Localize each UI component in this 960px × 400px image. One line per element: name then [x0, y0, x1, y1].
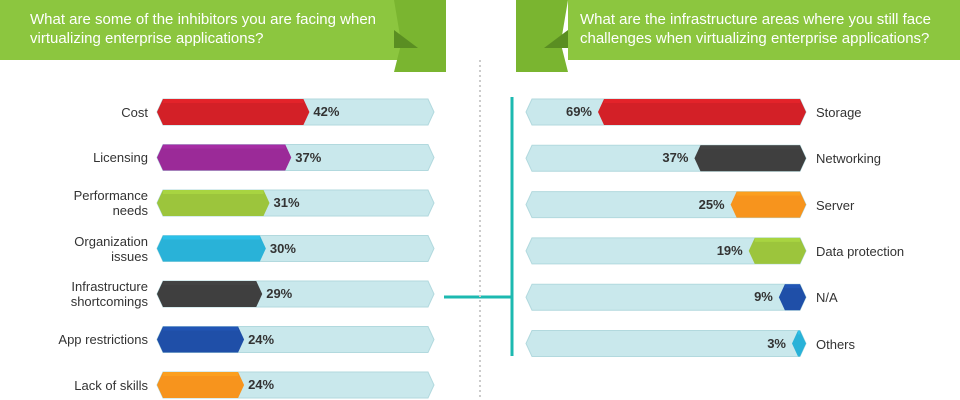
- right-bar: [778, 284, 806, 311]
- left-category-label-line: Cost: [121, 104, 148, 120]
- right-bar: [694, 145, 806, 172]
- left-category-label: App restrictions: [8, 332, 148, 347]
- left-category-label: Lack of skills: [8, 378, 148, 393]
- left-category-label: Organization issues: [8, 234, 148, 264]
- left-category-label-line: Organization: [74, 233, 148, 249]
- left-category-label: Licensing: [8, 150, 148, 165]
- left-bar-highlight: [163, 326, 239, 331]
- left-bar-highlight: [163, 190, 264, 194]
- left-category-label-line: Licensing: [93, 150, 148, 165]
- left-category-label: Cost: [8, 105, 148, 120]
- right-category-label: Storage: [816, 105, 862, 120]
- right-bar-highlight: [784, 284, 800, 289]
- right-value-label: 19%: [716, 242, 743, 258]
- right-bar: [598, 99, 806, 125]
- left-value-label: 24%: [248, 377, 275, 392]
- left-question-text: What are some of the inhibitors you are …: [30, 11, 377, 47]
- right-bar: [730, 191, 806, 218]
- left-category-label-line: App restrictions: [58, 332, 148, 347]
- right-value-label: 3%: [767, 335, 786, 351]
- left-bar: [157, 99, 310, 125]
- left-category-label-line: Infrastructure: [71, 279, 148, 294]
- right-bar: [792, 330, 806, 357]
- right-category-label: Data protection: [816, 243, 905, 259]
- right-value-label: 69%: [565, 104, 592, 119]
- left-bar: [157, 372, 245, 398]
- left-ribbon-tab: [394, 0, 446, 72]
- right-bar-highlight: [798, 330, 800, 335]
- right-question-header: What are the infrastructure areas where …: [568, 0, 960, 60]
- left-category-label-line: needs: [112, 203, 148, 218]
- left-question-header: What are some of the inhibitors you are …: [0, 0, 412, 60]
- right-bar-highlight: [604, 99, 800, 103]
- left-bar-highlight: [163, 281, 257, 285]
- right-value-label: 25%: [698, 196, 725, 212]
- right-category-label: Others: [816, 336, 856, 352]
- left-category-label: Performance needs: [8, 188, 148, 218]
- right-bar-highlight: [754, 237, 800, 242]
- left-category-label-line: issues: [111, 248, 148, 264]
- left-value-label: 42%: [313, 104, 340, 119]
- right-bar-highlight: [700, 145, 800, 150]
- left-value-label: 30%: [269, 240, 296, 256]
- right-question-text: What are the infrastructure areas where …: [580, 11, 931, 47]
- left-bar-highlight: [163, 372, 239, 376]
- left-category-label: Infrastructure shortcomings: [8, 279, 148, 309]
- left-bar: [157, 326, 245, 353]
- right-category-label: Networking: [816, 151, 882, 167]
- right-bar: [748, 237, 806, 264]
- right-category-label: Server: [816, 197, 855, 213]
- right-bar-highlight: [736, 191, 800, 196]
- left-bar: [157, 190, 270, 216]
- left-bar: [157, 281, 263, 307]
- left-value-label: 29%: [266, 286, 293, 301]
- left-bar-highlight: [163, 144, 286, 149]
- left-value-label: 37%: [295, 149, 322, 165]
- left-value-label: 31%: [273, 195, 300, 210]
- left-bar-highlight: [163, 99, 304, 103]
- right-value-label: 9%: [754, 289, 773, 305]
- left-category-label-line: shortcomings: [70, 294, 148, 309]
- left-category-label-line: Performance: [73, 188, 148, 203]
- left-bar: [157, 235, 266, 262]
- left-bar: [157, 144, 292, 171]
- left-category-label-line: Lack of skills: [74, 377, 148, 393]
- left-bar-highlight: [163, 235, 260, 240]
- right-category-label: N/A: [816, 290, 838, 306]
- right-value-label: 37%: [662, 150, 689, 166]
- left-value-label: 24%: [248, 331, 275, 347]
- right-ribbon-tab: [516, 0, 568, 72]
